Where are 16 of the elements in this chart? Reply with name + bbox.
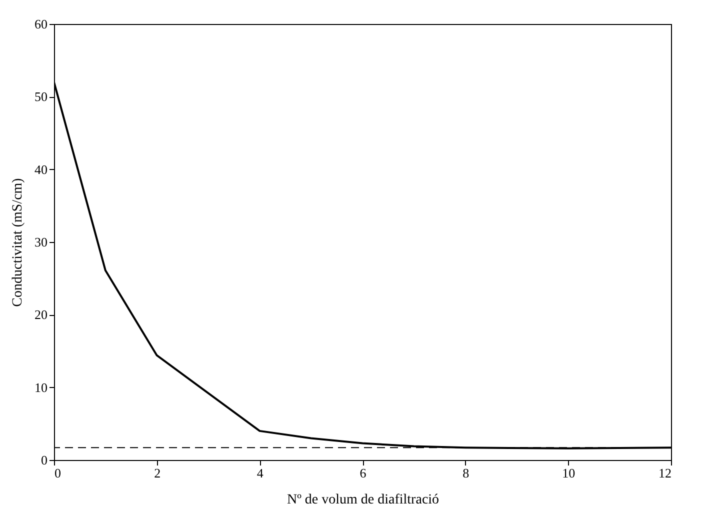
x-axis-title: Nº de volum de diafiltració [286,492,440,508]
x-tick-label: 6 [360,466,367,480]
x-tick-label: 0 [54,466,61,480]
x-tick-label: 2 [154,466,161,480]
y-tick-label: 10 [34,380,48,395]
y-tick-label: 30 [34,234,48,250]
x-tick-label: 4 [256,466,264,480]
y-tick-label: 0 [41,452,48,468]
y-tick-label: 20 [34,307,48,322]
y-axis-title: Conductivitat (mS/cm) [10,178,26,307]
y-tick-label: 40 [34,162,48,177]
y-tick-label: 60 [34,16,48,32]
x-tick-label: 8 [462,466,470,480]
y-tick-label: 50 [34,89,48,104]
x-tick-label: 12 [658,466,672,480]
x-tick-label: 10 [562,466,576,480]
